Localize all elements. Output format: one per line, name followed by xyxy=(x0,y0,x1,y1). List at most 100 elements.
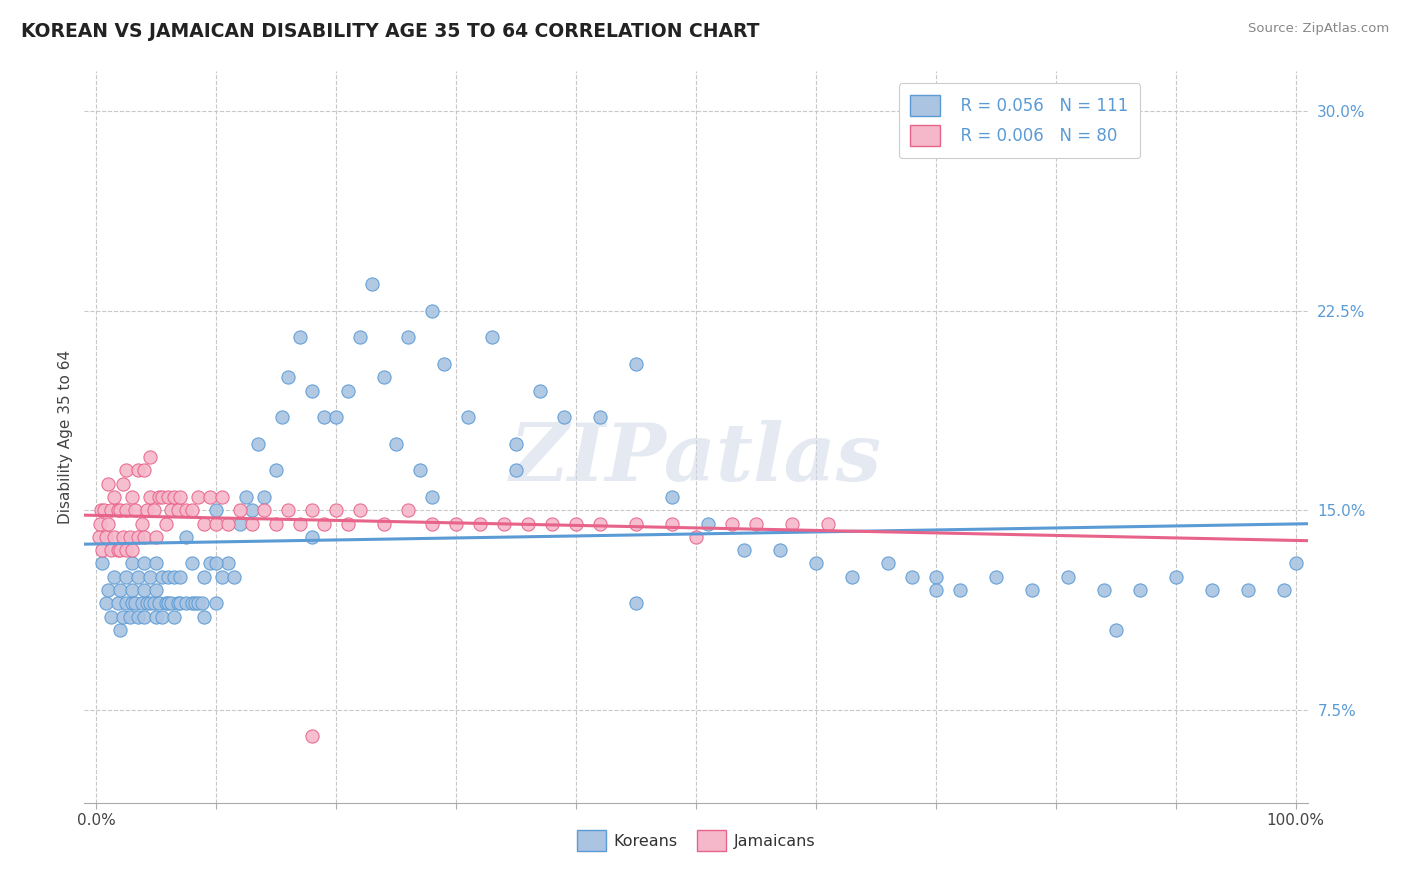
Point xyxy=(205,516,228,531)
Point xyxy=(264,516,287,531)
Point xyxy=(89,516,111,531)
Point xyxy=(127,570,149,584)
Point xyxy=(124,503,146,517)
Point xyxy=(1164,570,1187,584)
Point xyxy=(253,490,276,504)
Point xyxy=(100,543,122,558)
Point xyxy=(134,463,156,477)
Point xyxy=(111,476,134,491)
Point xyxy=(121,543,143,558)
Point xyxy=(841,570,863,584)
Point xyxy=(127,609,149,624)
Point xyxy=(134,530,156,544)
Y-axis label: Disability Age 35 to 64: Disability Age 35 to 64 xyxy=(58,350,73,524)
Point xyxy=(115,596,138,610)
Point xyxy=(167,503,190,517)
Point xyxy=(134,582,156,597)
Point xyxy=(94,596,117,610)
Text: Source: ZipAtlas.com: Source: ZipAtlas.com xyxy=(1249,22,1389,36)
Point xyxy=(121,557,143,571)
Point xyxy=(181,503,204,517)
Point xyxy=(817,516,839,531)
Point xyxy=(661,516,683,531)
Point xyxy=(110,503,132,517)
Point xyxy=(589,410,612,425)
Point xyxy=(157,490,180,504)
Point xyxy=(373,516,395,531)
Point xyxy=(264,463,287,477)
Point xyxy=(150,609,173,624)
Point xyxy=(290,330,312,344)
Point xyxy=(325,503,347,517)
Point xyxy=(1284,557,1306,571)
Point xyxy=(193,516,215,531)
Point xyxy=(396,503,419,517)
Point xyxy=(145,609,167,624)
Point xyxy=(169,596,191,610)
Point xyxy=(271,410,294,425)
Point xyxy=(409,463,432,477)
Point xyxy=(301,530,323,544)
Point xyxy=(217,516,239,531)
Point xyxy=(187,596,209,610)
Point xyxy=(624,516,647,531)
Point xyxy=(420,490,443,504)
Point xyxy=(1201,582,1223,597)
Point xyxy=(157,570,180,584)
Point xyxy=(139,450,162,464)
Point xyxy=(139,490,162,504)
Point xyxy=(217,557,239,571)
Point xyxy=(925,570,948,584)
Point xyxy=(433,357,456,371)
Point xyxy=(205,596,228,610)
Point xyxy=(505,463,527,477)
Point xyxy=(1092,582,1115,597)
Point xyxy=(103,490,125,504)
Point xyxy=(224,570,246,584)
Point xyxy=(139,570,162,584)
Point xyxy=(253,503,276,517)
Point xyxy=(1056,570,1078,584)
Point xyxy=(205,503,228,517)
Point xyxy=(159,503,181,517)
Point xyxy=(169,490,191,504)
Point xyxy=(457,410,479,425)
Point xyxy=(97,516,120,531)
Point xyxy=(565,516,588,531)
Point xyxy=(145,530,167,544)
Point xyxy=(314,516,336,531)
Point xyxy=(1129,582,1152,597)
Point xyxy=(235,490,257,504)
Text: KOREAN VS JAMAICAN DISABILITY AGE 35 TO 64 CORRELATION CHART: KOREAN VS JAMAICAN DISABILITY AGE 35 TO … xyxy=(21,22,759,41)
Point xyxy=(111,609,134,624)
Point xyxy=(115,503,138,517)
Point xyxy=(181,596,204,610)
Point xyxy=(193,609,215,624)
Point xyxy=(131,596,153,610)
Point xyxy=(229,516,252,531)
Point xyxy=(181,557,204,571)
Point xyxy=(135,596,157,610)
Point xyxy=(1236,582,1258,597)
Point xyxy=(290,516,312,531)
Point xyxy=(100,503,122,517)
Point xyxy=(167,596,190,610)
Point xyxy=(93,503,115,517)
Point xyxy=(148,490,170,504)
Point xyxy=(517,516,540,531)
Point xyxy=(468,516,491,531)
Point xyxy=(107,543,129,558)
Point xyxy=(349,503,371,517)
Point xyxy=(139,596,162,610)
Point xyxy=(277,370,299,384)
Point xyxy=(174,503,197,517)
Point xyxy=(148,596,170,610)
Point xyxy=(494,516,516,531)
Point xyxy=(135,503,157,517)
Point xyxy=(385,436,408,450)
Point xyxy=(1272,582,1295,597)
Point xyxy=(301,503,323,517)
Point xyxy=(240,516,263,531)
Point xyxy=(100,609,122,624)
Point xyxy=(174,596,197,610)
